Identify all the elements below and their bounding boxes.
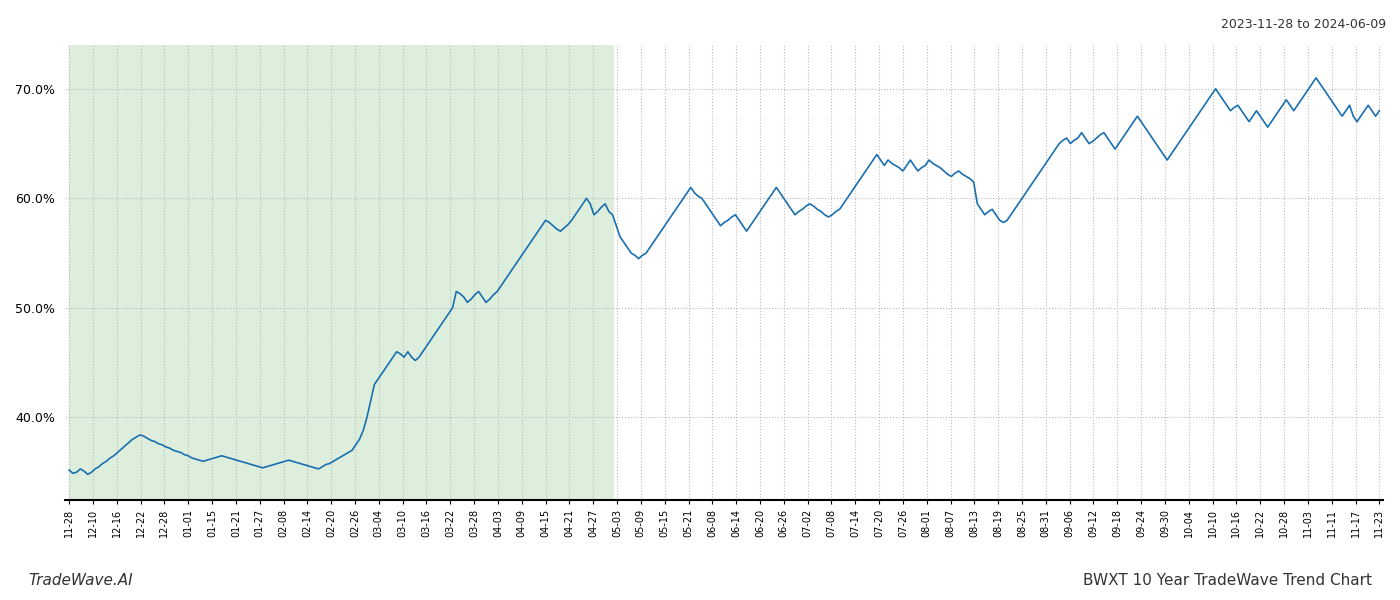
Text: TradeWave.AI: TradeWave.AI	[28, 573, 133, 588]
Text: 2023-11-28 to 2024-06-09: 2023-11-28 to 2024-06-09	[1221, 18, 1386, 31]
Text: BWXT 10 Year TradeWave Trend Chart: BWXT 10 Year TradeWave Trend Chart	[1084, 573, 1372, 588]
Bar	[69, 45, 613, 500]
